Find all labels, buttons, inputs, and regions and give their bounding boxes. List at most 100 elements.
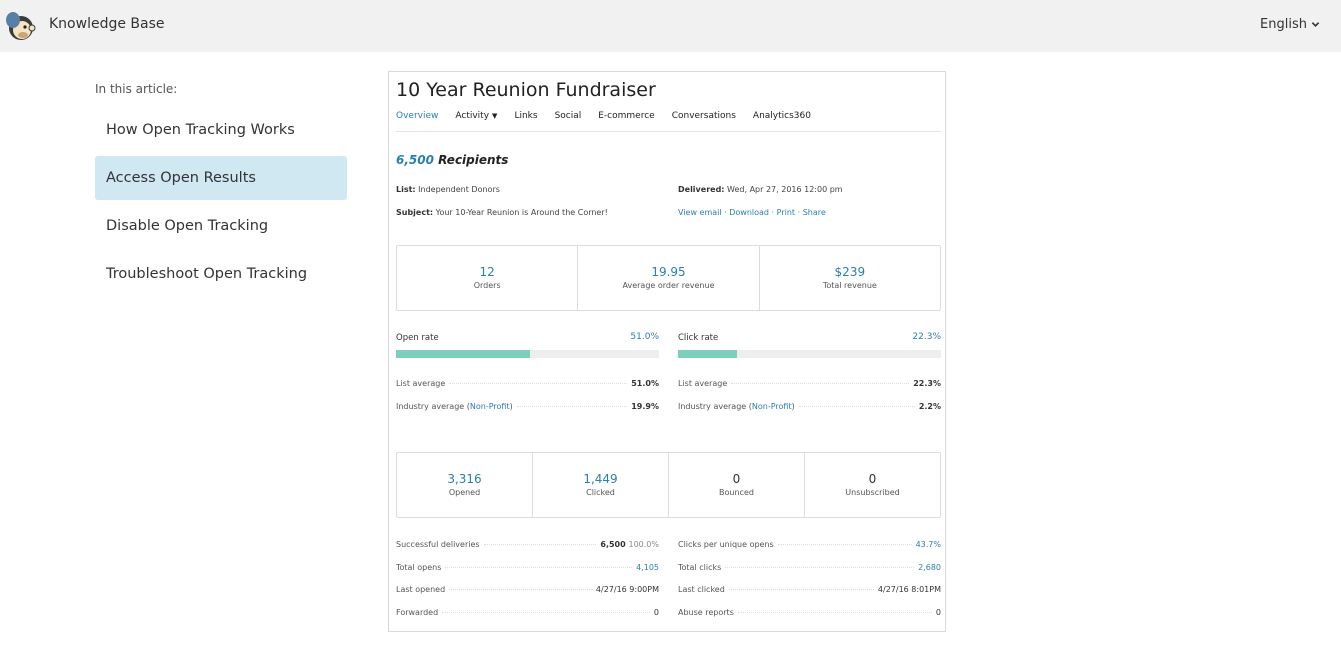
delivered-info: Delivered: Wed, Apr 27, 2016 12:00 pm bbox=[678, 185, 843, 194]
campaign-report-card: 10 Year Reunion Fundraiser Overview Acti… bbox=[388, 71, 946, 632]
toc-item-disable-open-tracking[interactable]: Disable Open Tracking bbox=[106, 218, 269, 234]
chevron-down-icon bbox=[1311, 22, 1320, 27]
opened-label: Opened bbox=[448, 488, 481, 497]
tab-conversations[interactable]: Conversations bbox=[671, 111, 736, 121]
clicks-per-unique-opens-label: Clicks per unique opens bbox=[678, 540, 774, 549]
delivered-label: Delivered: bbox=[678, 185, 725, 194]
total-opens-label: Total opens bbox=[396, 563, 442, 572]
industry-label-prefix: Industry average ( bbox=[396, 402, 470, 411]
last-clicked-label: Last clicked bbox=[678, 585, 725, 594]
toc-item-how-open-tracking-works[interactable]: How Open Tracking Works bbox=[106, 122, 295, 138]
dot-leader bbox=[516, 406, 628, 407]
opened-cell[interactable]: 3,316 Opened bbox=[397, 453, 533, 517]
industry-label-suffix: ) bbox=[509, 402, 513, 411]
clicked-cell[interactable]: 1,449 Clicked bbox=[533, 453, 669, 517]
print-link[interactable]: Print bbox=[776, 208, 796, 217]
ecommerce-summary: 12 Orders 19.95 Average order revenue $2… bbox=[396, 245, 941, 311]
list-label: List: bbox=[396, 185, 416, 194]
recipients-count: 6,500 Recipients bbox=[396, 153, 508, 167]
dot-leader bbox=[731, 383, 910, 384]
click-rate-bar-fill bbox=[678, 350, 737, 358]
tab-activity-label: Activity bbox=[455, 111, 490, 121]
tab-analytics360[interactable]: Analytics360 bbox=[752, 111, 811, 121]
subject-info: Subject: Your 10-Year Reunion is Around … bbox=[396, 208, 608, 217]
industry-label-suffix: ) bbox=[791, 402, 795, 411]
last-opened-value: 4/27/16 9:00PM bbox=[595, 585, 659, 594]
successful-deliveries-value: 6,500 100.0% bbox=[600, 540, 659, 549]
tab-overview[interactable]: Overview bbox=[396, 111, 439, 121]
download-link[interactable]: Download bbox=[729, 208, 769, 217]
industry-label-prefix: Industry average ( bbox=[678, 402, 752, 411]
open-industry-average-label: Industry average (Non-Profit) bbox=[396, 402, 513, 411]
stat-row: Total clicks 2,680 bbox=[678, 563, 941, 575]
language-selector[interactable]: English bbox=[1260, 17, 1320, 32]
report-title: 10 Year Reunion Fundraiser bbox=[396, 79, 656, 101]
click-list-average-row: List average 22.3% bbox=[678, 379, 941, 391]
orders-label: Orders bbox=[473, 281, 501, 290]
open-industry-average-value: 19.9% bbox=[631, 402, 659, 411]
total-revenue-value: $239 bbox=[834, 265, 866, 279]
abuse-reports-label: Abuse reports bbox=[678, 608, 734, 617]
clicked-value: 1,449 bbox=[583, 472, 618, 486]
clicks-per-unique-opens-value[interactable]: 43.7% bbox=[915, 540, 941, 549]
stat-row: Total opens 4,105 bbox=[396, 563, 659, 575]
non-profit-link[interactable]: Non-Profit bbox=[469, 402, 510, 411]
click-industry-average-label: Industry average (Non-Profit) bbox=[678, 402, 795, 411]
opened-value: 3,316 bbox=[447, 472, 482, 486]
share-link[interactable]: Share bbox=[802, 208, 826, 217]
click-list-average-value: 22.3% bbox=[913, 379, 941, 388]
avg-order-revenue-value: 19.95 bbox=[651, 265, 686, 279]
unsubscribed-cell: 0 Unsubscribed bbox=[805, 453, 940, 517]
subject-label: Subject: bbox=[396, 208, 434, 217]
chevron-down-icon: ▼ bbox=[492, 112, 498, 120]
tab-ecommerce[interactable]: E-commerce bbox=[598, 111, 655, 121]
stat-row: Last clicked 4/27/16 8:01PM bbox=[678, 585, 941, 597]
recipients-number[interactable]: 6,500 bbox=[396, 153, 434, 167]
toc-item-troubleshoot-open-tracking[interactable]: Troubleshoot Open Tracking bbox=[106, 266, 308, 282]
top-bar: Knowledge Base English bbox=[0, 0, 1341, 52]
separator: · bbox=[769, 208, 777, 217]
click-rate-value: 22.3% bbox=[912, 332, 941, 342]
click-list-average-label: List average bbox=[678, 379, 728, 388]
open-list-average-value: 51.0% bbox=[631, 379, 659, 388]
language-label: English bbox=[1260, 17, 1307, 32]
email-actions: View email · Download · Print · Share bbox=[678, 208, 826, 217]
brand-title[interactable]: Knowledge Base bbox=[49, 16, 165, 32]
dot-leader bbox=[725, 567, 915, 568]
forwarded-label: Forwarded bbox=[396, 608, 439, 617]
avg-order-revenue-label: Average order revenue bbox=[622, 281, 715, 290]
tab-social[interactable]: Social bbox=[554, 111, 582, 121]
open-list-average-label: List average bbox=[396, 379, 446, 388]
dot-leader bbox=[449, 589, 592, 590]
non-profit-link[interactable]: Non-Profit bbox=[751, 402, 792, 411]
total-opens-value[interactable]: 4,105 bbox=[636, 563, 659, 572]
total-clicks-value[interactable]: 2,680 bbox=[918, 563, 941, 572]
total-clicks-label: Total clicks bbox=[678, 563, 722, 572]
dot-leader bbox=[449, 383, 628, 384]
separator: · bbox=[721, 208, 730, 217]
unsubscribed-value: 0 bbox=[868, 472, 877, 486]
toc-item-access-open-results[interactable]: Access Open Results bbox=[95, 156, 347, 200]
avg-order-revenue-cell: 19.95 Average order revenue bbox=[578, 246, 760, 310]
open-list-average-row: List average 51.0% bbox=[396, 379, 659, 391]
click-industry-average-value: 2.2% bbox=[918, 402, 941, 411]
tab-activity[interactable]: Activity ▼ bbox=[455, 111, 497, 131]
dot-leader bbox=[728, 589, 874, 590]
view-email-link[interactable]: View email bbox=[678, 208, 722, 217]
click-industry-average-row: Industry average (Non-Profit) 2.2% bbox=[678, 402, 941, 414]
stat-row: Forwarded 0 bbox=[396, 608, 659, 620]
recipients-label: Recipients bbox=[438, 153, 509, 167]
unsubscribed-label: Unsubscribed bbox=[845, 488, 900, 497]
last-opened-label: Last opened bbox=[396, 585, 446, 594]
bounced-value: 0 bbox=[732, 472, 741, 486]
stat-row: Clicks per unique opens 43.7% bbox=[678, 540, 941, 552]
open-industry-average-row: Industry average (Non-Profit) 19.9% bbox=[396, 402, 659, 414]
delivered-value: Wed, Apr 27, 2016 12:00 pm bbox=[727, 185, 843, 194]
mailchimp-logo-icon[interactable] bbox=[4, 8, 36, 42]
clicked-label: Clicked bbox=[586, 488, 615, 497]
click-rate-bar bbox=[678, 350, 941, 358]
dot-leader bbox=[798, 406, 915, 407]
tab-links[interactable]: Links bbox=[514, 111, 538, 121]
last-clicked-value: 4/27/16 8:01PM bbox=[877, 585, 941, 594]
dot-leader bbox=[777, 544, 912, 545]
